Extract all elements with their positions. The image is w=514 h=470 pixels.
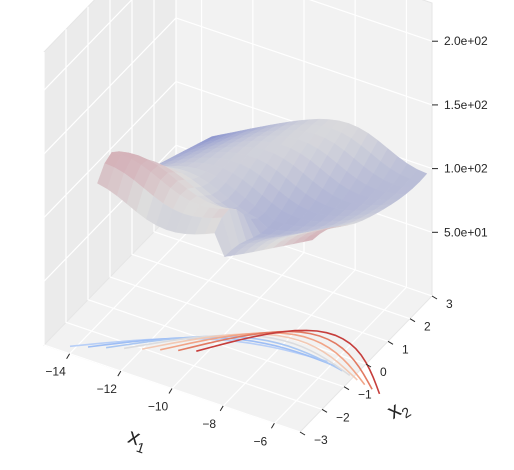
y-tick-label: 1 (402, 342, 409, 356)
x-tick-mark (168, 388, 173, 394)
y-tick-mark (321, 408, 328, 413)
z-tick-label: 1.5e+02 (444, 98, 488, 112)
y-tick-label: 0 (380, 365, 387, 379)
y-tick-label: −3 (314, 433, 328, 447)
contour-line (160, 331, 366, 386)
x-tick-label: −6 (254, 434, 268, 448)
y-axis-label: x2 (382, 392, 413, 427)
z-tick-label: 1.0e+02 (444, 162, 488, 176)
x-tick-mark (219, 405, 224, 412)
contour-line (141, 333, 358, 381)
y-tick-mark (343, 386, 350, 391)
x-tick-label: −10 (148, 400, 169, 414)
z-gridline (43, 17, 433, 155)
z-tick-label: 5.0e+01 (444, 225, 488, 239)
x-tick-label: −8 (202, 417, 216, 431)
axes-grid (43, 0, 433, 433)
x-tick-mark (270, 423, 275, 429)
x-tick-label: −14 (45, 365, 66, 379)
y-tick-mark (409, 318, 416, 323)
y-tick-mark (431, 295, 438, 300)
x-tick-mark (117, 370, 122, 377)
contour-line (178, 330, 373, 390)
x-axis-label: x1 (124, 423, 151, 456)
y-gridline (65, 29, 323, 410)
x-tick-label: −12 (97, 382, 118, 396)
y-gridline (43, 52, 301, 433)
y-tick-label: −1 (358, 388, 372, 402)
y-tick-mark (299, 431, 306, 436)
surface-facet (302, 233, 320, 243)
contour-line (196, 329, 381, 395)
x-tick-mark (66, 353, 71, 359)
z-tick-label: 2.0e+02 (444, 34, 488, 48)
y-gridline (153, 0, 411, 320)
surface (97, 118, 428, 258)
y-gridline (87, 6, 345, 388)
y-tick-mark (365, 363, 372, 368)
y-tick-label: 2 (424, 320, 431, 334)
y-gridline (131, 0, 389, 342)
contour-line (123, 334, 351, 377)
y-tick-label: 3 (446, 297, 453, 311)
y-tick-label: −2 (336, 410, 350, 424)
y-tick-mark (387, 340, 394, 345)
z-gridline (43, 0, 433, 91)
y-gridline (109, 0, 367, 365)
contour-line (105, 335, 343, 372)
floor-contours (69, 329, 381, 395)
axis-ticks: −14−12−10−8−6 −3−2−101235.0e+011.0e+021.5… (45, 34, 488, 448)
